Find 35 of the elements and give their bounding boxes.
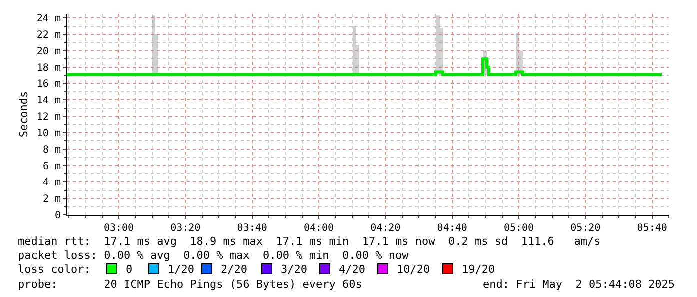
text: 0 [126,263,133,276]
x-tick-label: 05:40 [637,223,668,234]
text: 4/20 [339,263,366,276]
y-tick-label: 22 m [36,30,61,42]
y-tick-label: 18 m [36,62,61,74]
y-tick-label: 10 m [36,128,61,140]
text: loss color: [18,263,91,276]
y-axis-title: Seconds [18,91,31,138]
x-tick-label: 05:20 [570,223,601,234]
y-tick-label: 4 m [42,178,61,189]
x-tick-label: 04:20 [370,223,401,234]
y-tick-label: 2 m [42,194,61,206]
text: 19/20 [462,263,496,276]
text: probe: 20 ICMP Echo Pings (56 Bytes) every 60s [18,278,362,291]
y-tick-label: 24 m [36,14,61,25]
y-tick-label: 0 [54,210,61,222]
y-tick-label: 14 m [36,96,61,107]
y-tick-label: 8 m [42,144,61,156]
x-tick-label: 04:40 [437,223,468,234]
text: 1/20 [168,263,194,276]
text: 10/20 [397,263,430,276]
text: end: Fri May 2 05:44:08 2025 [483,278,676,291]
x-tick-label: 03:00 [104,223,134,234]
x-tick-label: 03:40 [237,223,268,234]
text: 3/20 [281,263,308,276]
text: packet loss: 0.00 % avg 0.00 % max 0.00 % min 0.00 % now [18,249,410,262]
y-tick-label: 20 m [36,46,61,58]
x-tick-label: 03:20 [170,223,201,234]
x-tick-label: 05:00 [504,223,534,234]
y-tick-label: 12 m [36,112,61,124]
y-tick-label: 6 m [42,161,61,172]
text: median rtt: 17.1 ms avg 18.9 ms max 17.1 ms min 17.1 ms now 0.2 ms sd 111.6 am/s [18,235,601,248]
text: 2/20 [221,263,248,276]
y-tick-label: 16 m [36,79,61,90]
x-tick-label: 04:00 [304,223,334,234]
